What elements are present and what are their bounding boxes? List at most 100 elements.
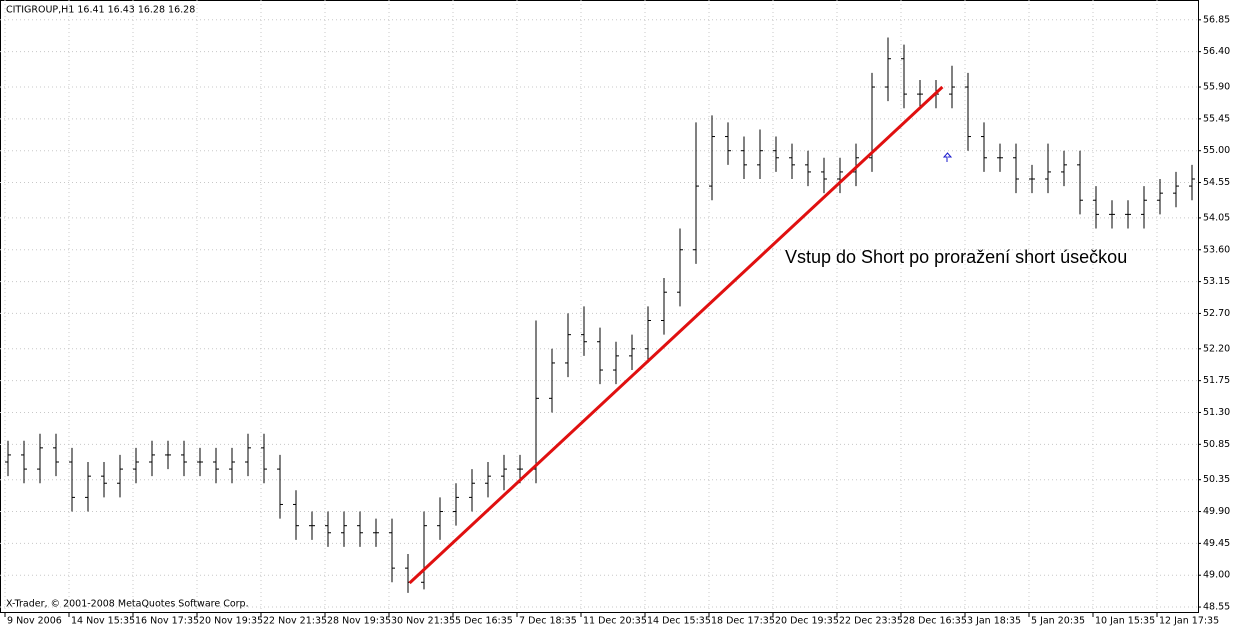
ohlc-bar [725,122,731,165]
ohlc-bar [485,462,491,498]
ohlc-bar [565,313,571,378]
ohlc-bar [837,157,843,194]
ohlc-bar [901,44,907,109]
ohlc-bar [1173,171,1179,208]
footer: X-Trader, © 2001-2008 MetaQuotes Softwar… [6,599,249,610]
x-tick-label: 18 Dec 17:35 [711,616,775,627]
ohlc-bar [645,306,651,363]
ohlc-bar [37,433,43,484]
arrow-icon [942,152,953,162]
x-tick-label: 28 Dec 16:35 [903,616,967,627]
y-tick-label: 52.20 [1203,343,1230,354]
ohlc-bar [165,440,171,470]
x-tick-label: 5 Dec 16:35 [455,616,513,627]
ohlc-bar [501,454,507,491]
ohlc-bar [773,136,779,172]
ohlc-bar [661,278,667,335]
ohlc-bar [5,440,11,477]
ohlc-bar [853,143,859,187]
y-tick-label: 53.60 [1203,244,1230,255]
ohlc-bar [1045,143,1051,194]
ohlc-bar [469,469,475,512]
ohlc-bar [453,483,459,526]
x-tick-label: 20 Dec 19:35 [775,616,839,627]
ohlc-bar [1109,200,1115,229]
y-tick-label: 55.00 [1203,145,1230,156]
y-tick-label: 54.05 [1203,212,1230,223]
ohlc-bar [1029,164,1035,194]
ohlc-bar [805,150,811,187]
ohlc-bar [1013,143,1019,194]
ohlc-bar [885,37,891,102]
y-tick-label: 51.30 [1203,407,1230,418]
ohlc-bar [757,129,763,180]
ohlc-bar [69,447,75,512]
annotation: Vstup do Short po proražení short úsečko… [785,247,1127,267]
ohlc-bar [965,72,971,151]
ohlc-bar [917,79,923,109]
ohlc-bar [741,136,747,180]
chart-header: CITIGROUP,H1 16.41 16.43 16.28 16.28 [6,5,195,16]
ohlc-bar [85,462,91,512]
x-tick-label: 12 Jan 17:35 [1159,616,1219,627]
trendline [408,85,944,585]
ohlc-bar [869,72,875,172]
ohlc-bar [821,157,827,194]
x-tick-label: 5 Jan 20:35 [1031,616,1085,627]
y-tick-label: 49.45 [1203,538,1230,549]
ohlc-bar [597,327,603,385]
y-tick-label: 49.90 [1203,506,1230,517]
ohlc-bar [581,306,587,356]
ohlc-bar [1077,150,1083,215]
y-tick-label: 56.40 [1203,46,1230,57]
x-tick-label: 14 Nov 15:35 [71,616,135,627]
ohlc-bar [1189,164,1195,201]
ohlc-bar [117,454,123,498]
ohlc-bar [197,447,203,477]
ohlc-bar [421,511,427,590]
ohlc-bar [341,511,347,547]
ohlc-bar [949,65,955,109]
ohlc-bar [1093,186,1099,229]
y-tick-label: 52.70 [1203,308,1230,319]
ohlc-bar [213,447,219,484]
ohlc-bar [981,122,987,172]
ohlc-bar [1157,179,1163,215]
ohlc-bar [629,334,635,371]
ohlc-bar [133,447,139,484]
ohlc-bar [549,348,555,413]
ohlc-bar [437,497,443,540]
x-tick-label: 20 Nov 19:35 [199,616,263,627]
ohlc-bar [325,511,331,547]
ohlc-bar [389,518,395,583]
ohlc-bar [245,433,251,477]
x-tick-label: 16 Nov 17:35 [135,616,199,627]
y-tick-label: 55.90 [1203,82,1230,93]
y-tick-label: 51.75 [1203,375,1230,386]
ohlc-bar [261,433,267,484]
y-tick-label: 49.00 [1203,570,1230,581]
ohlc-bar [1141,186,1147,229]
ohlc-bar [357,511,363,547]
y-tick-label: 48.55 [1203,602,1230,613]
ohlc-bar [101,462,107,498]
ohlc-bar [293,490,299,540]
x-tick-label: 30 Nov 21:35 [391,616,455,627]
x-tick-label: 7 Dec 18:35 [519,616,577,627]
y-tick-label: 50.85 [1203,439,1230,450]
plot-frame [0,0,1199,613]
ohlc-bar [53,433,59,477]
ohlc-bar [789,143,795,180]
y-tick-label: 55.45 [1203,113,1230,124]
ohlc-bar [373,518,379,547]
ohlc-bar [229,447,235,484]
y-tick-label: 53.15 [1203,276,1230,287]
ohlc-bar [613,341,619,385]
x-tick-label: 22 Nov 21:35 [263,616,327,627]
y-tick-label: 50.35 [1203,474,1230,485]
x-tick-label: 3 Jan 18:35 [967,616,1021,627]
x-tick-label: 22 Dec 23:35 [839,616,903,627]
x-tick-label: 14 Dec 15:35 [647,616,711,627]
ohlc-bar [693,122,699,264]
